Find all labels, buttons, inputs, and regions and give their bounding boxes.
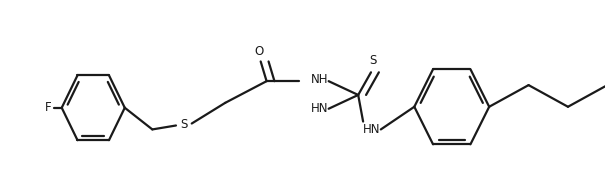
Text: NH: NH [311, 73, 328, 86]
Text: O: O [254, 45, 264, 58]
Text: F: F [45, 101, 51, 114]
Text: S: S [180, 118, 187, 131]
Text: S: S [369, 54, 376, 67]
Text: HN: HN [363, 123, 381, 136]
Text: HN: HN [311, 102, 328, 115]
